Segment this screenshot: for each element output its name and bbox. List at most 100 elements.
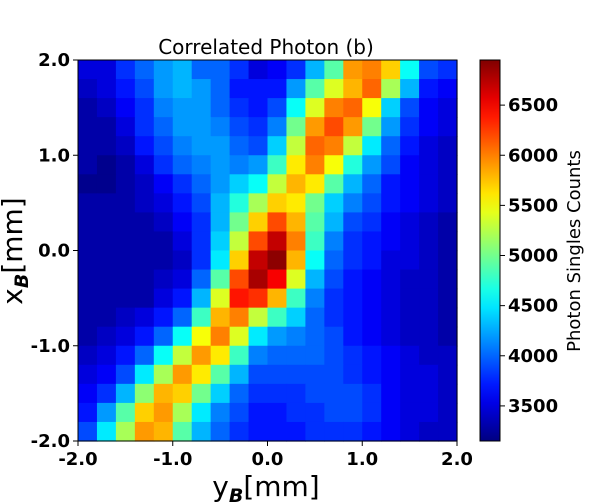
- heatmap-cell: [172, 402, 193, 423]
- heatmap-cell: [324, 288, 344, 309]
- heatmap-cell: [96, 193, 117, 213]
- heatmap-cell: [362, 345, 382, 366]
- heatmap-cell: [305, 402, 325, 423]
- heatmap-cell: [229, 212, 250, 233]
- heatmap-cell: [400, 364, 420, 385]
- heatmap-cell: [438, 212, 458, 233]
- heatmap-cell: [78, 98, 98, 118]
- heatmap-cell: [78, 307, 98, 328]
- heatmap-cell: [134, 421, 155, 442]
- x-tick-label: 1.0: [346, 449, 378, 470]
- heatmap-cell: [343, 288, 363, 309]
- y-axis-label: xB[mm]: [0, 197, 33, 304]
- heatmap-cell: [153, 269, 174, 290]
- heatmap-cell: [115, 98, 136, 118]
- x-tick-label: 0.0: [252, 449, 284, 470]
- heatmap-cell: [362, 269, 382, 290]
- colorbar-tick-label: 4000: [508, 346, 558, 367]
- heatmap-cell: [115, 383, 136, 404]
- heatmap-cell: [229, 364, 250, 385]
- heatmap-cell: [78, 231, 98, 252]
- heatmap-cell: [115, 117, 136, 137]
- heatmap-cell: [134, 345, 155, 366]
- heatmap-cell: [343, 383, 363, 404]
- heatmap-cell: [191, 79, 212, 99]
- heatmap-cell: [267, 136, 288, 156]
- heatmap-cell: [362, 193, 382, 213]
- heatmap-cell: [324, 79, 344, 99]
- heatmap-cell: [248, 402, 269, 423]
- heatmap-cell: [248, 269, 269, 290]
- heatmap-cell: [115, 212, 136, 233]
- x-tick-label: -1.0: [153, 449, 192, 470]
- heatmap-cell: [134, 307, 155, 328]
- heatmap-cell: [381, 421, 401, 442]
- heatmap-cell: [172, 136, 193, 156]
- heatmap-cell: [191, 364, 212, 385]
- heatmap-cell: [324, 136, 344, 156]
- heatmap-cell: [172, 269, 193, 290]
- heatmap-cell: [324, 421, 344, 442]
- heatmap-cell: [96, 307, 117, 328]
- heatmap-cell: [115, 79, 136, 99]
- heatmap-cell: [248, 79, 269, 99]
- heatmap-cell: [286, 79, 306, 99]
- heatmap-cell: [115, 250, 136, 271]
- heatmap-cell: [229, 193, 250, 213]
- heatmap-cell: [115, 402, 136, 423]
- heatmap-cell: [134, 193, 155, 213]
- heatmap-cell: [191, 155, 212, 175]
- heatmap-cell: [381, 364, 401, 385]
- heatmap-cell: [381, 269, 401, 290]
- y-axis-label-unit: [mm]: [0, 197, 29, 273]
- heatmap-cell: [343, 136, 363, 156]
- heatmap-cell: [210, 212, 231, 233]
- heatmap-cell: [172, 98, 193, 118]
- heatmap-cell: [381, 288, 401, 309]
- heatmap-cell: [419, 60, 439, 80]
- heatmap-cell: [248, 155, 269, 175]
- heatmap-cell: [362, 60, 382, 80]
- heatmap-cell: [115, 326, 136, 347]
- heatmap-cell: [191, 193, 212, 213]
- heatmap-cell: [286, 250, 306, 271]
- heatmap-cell: [362, 364, 382, 385]
- heatmap-cell: [78, 60, 98, 80]
- colorbar-tick-label: 4500: [508, 296, 558, 317]
- heatmap-cell: [305, 136, 325, 156]
- heatmap-cell: [362, 231, 382, 252]
- heatmap-cell: [248, 136, 269, 156]
- heatmap-cell: [324, 155, 344, 175]
- heatmap-cell: [172, 288, 193, 309]
- heatmap-cell: [191, 402, 212, 423]
- heatmap-cell: [96, 288, 117, 309]
- heatmap-cell: [267, 98, 288, 118]
- heatmap-cell: [115, 307, 136, 328]
- heatmap-cell: [400, 136, 420, 156]
- y-tick-label: -1.0: [31, 336, 70, 357]
- heatmap-cell: [400, 174, 420, 194]
- heatmap-cell: [191, 421, 212, 442]
- heatmap-cell: [438, 364, 458, 385]
- heatmap-cell: [267, 231, 288, 252]
- x-axis-label-unit: [mm]: [243, 470, 319, 503]
- heatmap-cell: [362, 117, 382, 137]
- heatmap-cell: [324, 174, 344, 194]
- heatmap-cell: [153, 174, 174, 194]
- heatmap-cell: [305, 98, 325, 118]
- colorbar-tick-label: 3500: [508, 396, 558, 417]
- heatmap-cell: [96, 98, 117, 118]
- heatmap-cell: [248, 193, 269, 213]
- heatmap-cell: [153, 383, 174, 404]
- heatmap-cell: [172, 421, 193, 442]
- heatmap-cell: [343, 307, 363, 328]
- heatmap-cell: [419, 136, 439, 156]
- heatmap-cell: [78, 136, 98, 156]
- heatmap-cell: [324, 364, 344, 385]
- heatmap-cell: [305, 193, 325, 213]
- heatmap-cell: [381, 231, 401, 252]
- heatmap-cell: [115, 155, 136, 175]
- heatmap-cell: [381, 250, 401, 271]
- heatmap-cell: [153, 307, 174, 328]
- heatmap-cell: [343, 269, 363, 290]
